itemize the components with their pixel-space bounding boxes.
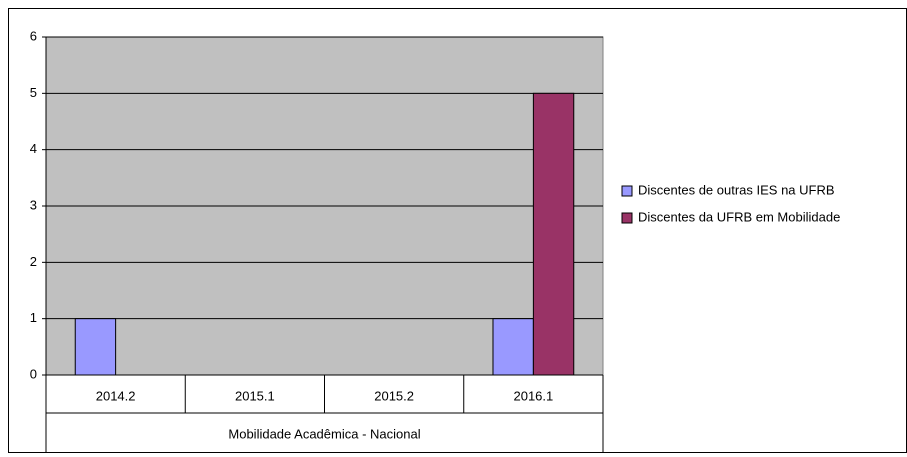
bar: [532, 92, 575, 376]
bar: [492, 318, 534, 376]
x-tick-label: 2016.1: [513, 388, 553, 403]
y-tick-label: 5: [30, 85, 37, 100]
y-tick-label: 2: [30, 254, 37, 269]
y-tick-label: 6: [30, 28, 37, 43]
x-tick-label: 2014.2: [96, 388, 136, 403]
x-tick-label: 2015.1: [235, 388, 275, 403]
bar: [74, 318, 117, 376]
legend-label: Discentes da UFRB em Mobilidade: [638, 209, 840, 224]
legend-swatch: [621, 185, 633, 197]
x-tick-label: 2015.2: [374, 388, 414, 403]
legend-label: Discentes de outras IES na UFRB: [638, 182, 835, 197]
y-tick-label: 4: [30, 141, 37, 156]
y-tick-label: 1: [30, 310, 37, 325]
category-group-label: Mobilidade Acadêmica - Nacional: [228, 426, 420, 441]
legend-swatch: [621, 212, 633, 224]
y-tick-label: 3: [30, 197, 37, 212]
y-tick-label: 0: [30, 366, 37, 381]
